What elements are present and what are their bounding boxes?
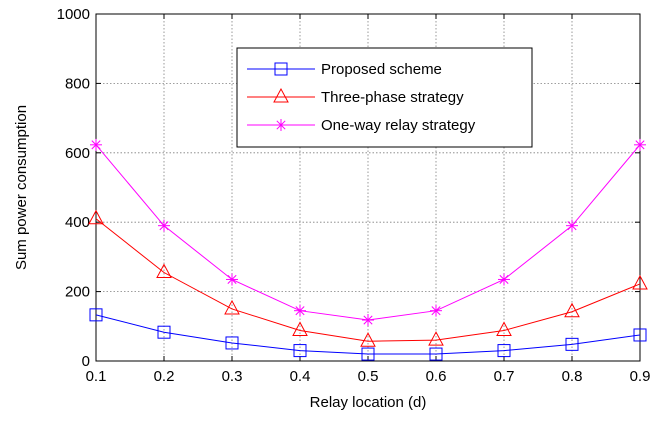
series-triangle <box>88 209 648 347</box>
x-tick-label: 0.6 <box>426 368 447 385</box>
x-axis-label: Relay location (d) <box>310 394 427 411</box>
x-tick-label: 0.9 <box>630 368 651 385</box>
data-point <box>362 314 374 327</box>
data-point <box>226 273 238 286</box>
data-point <box>360 332 376 347</box>
data-point <box>430 304 442 317</box>
series-line <box>95 218 641 342</box>
legend: Proposed scheme Three-phase strategy One-w… <box>236 47 533 148</box>
x-tick-label: 0.8 <box>562 368 583 385</box>
x-tick-label: 0.3 <box>222 368 243 385</box>
data-point <box>224 299 240 315</box>
data-point <box>156 263 172 279</box>
data-point <box>292 321 308 336</box>
legend-marker <box>275 119 287 131</box>
legend-item: One-way relay strategy <box>247 117 476 134</box>
data-point <box>294 304 306 317</box>
data-point <box>89 308 103 322</box>
data-point <box>633 328 647 342</box>
x-tick-label: 0.7 <box>494 368 515 385</box>
y-tick-label: 400 <box>65 214 90 231</box>
x-tick-label: 0.1 <box>86 368 107 385</box>
data-point <box>90 138 102 151</box>
series-line <box>95 314 641 355</box>
x-tick-label: 0.4 <box>290 368 311 385</box>
data-point <box>225 336 239 350</box>
data-point <box>497 344 511 358</box>
series-square <box>89 308 647 361</box>
data-point <box>634 138 646 151</box>
x-tick-label: 0.2 <box>154 368 175 385</box>
data-point <box>498 273 510 286</box>
legend-marker <box>273 87 289 103</box>
data-point <box>496 321 512 336</box>
y-tick-label: 800 <box>65 75 90 92</box>
y-tick-label: 200 <box>65 284 90 301</box>
legend-marker <box>274 62 288 76</box>
legend-label: One-way relay strategy <box>321 117 476 134</box>
data-point <box>564 302 580 318</box>
legend-label: Three-phase strategy <box>321 89 464 106</box>
legend-label: Proposed scheme <box>321 61 442 78</box>
data-point <box>566 219 578 232</box>
y-tick-label: 0 <box>82 353 90 370</box>
data-point <box>293 344 307 358</box>
y-tick-label: 1000 <box>57 6 90 23</box>
data-point <box>428 331 444 346</box>
data-point <box>632 274 648 290</box>
legend-item: Three-phase strategy <box>247 87 464 106</box>
y-axis-label: Sum power consumption <box>13 105 30 270</box>
data-point <box>361 347 375 361</box>
series-group <box>88 138 648 361</box>
data-point <box>565 337 579 351</box>
data-point <box>157 325 171 339</box>
x-tick-label: 0.5 <box>358 368 379 385</box>
legend-item: Proposed scheme <box>247 61 442 78</box>
y-tick-label: 600 <box>65 145 90 162</box>
data-point <box>429 347 443 361</box>
data-point <box>158 219 170 232</box>
series-asterisk <box>90 138 646 327</box>
data-point <box>88 209 104 225</box>
